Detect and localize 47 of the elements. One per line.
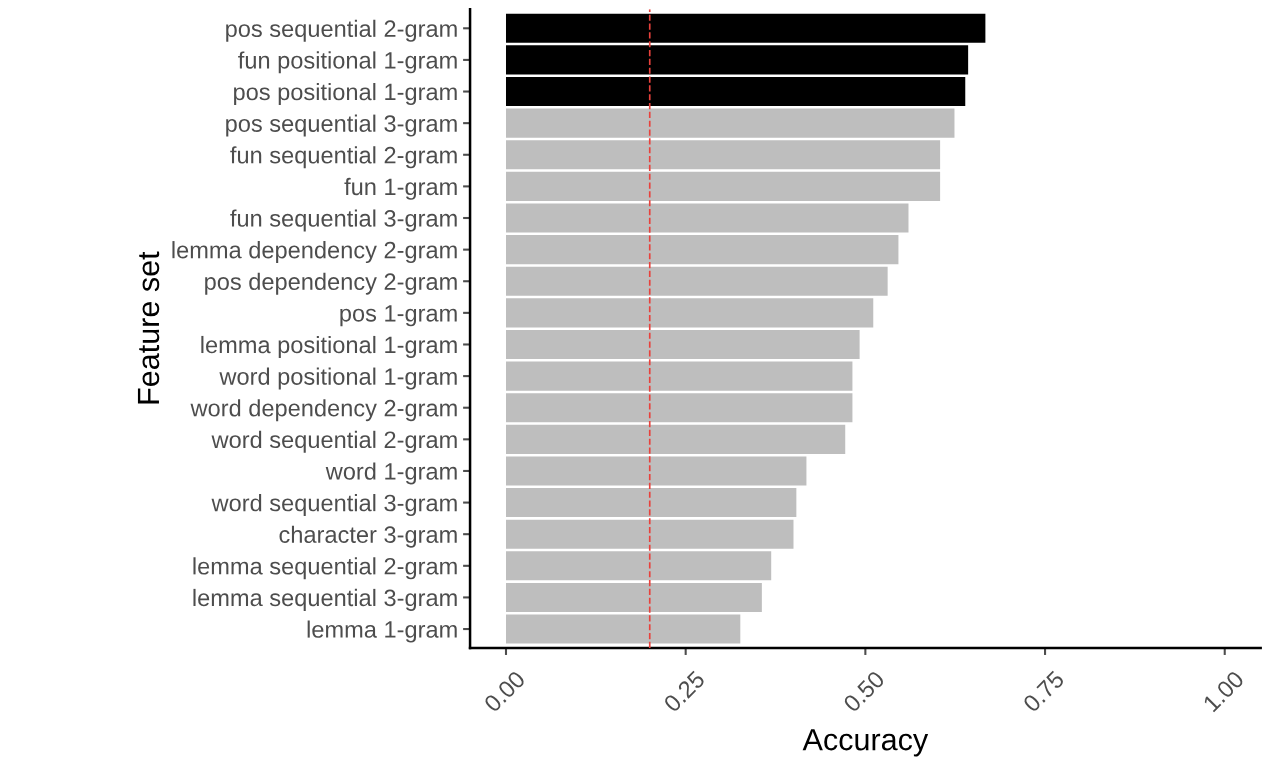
bar [505,361,853,391]
y-tick-label: fun sequential 2-gram [230,146,457,169]
x-tick-label: 0.50 [842,669,886,713]
y-tick-label: pos sequential 3-gram [226,114,457,137]
y-tick-label: word 1-gram [325,462,457,485]
y-tick-label: lemma sequential 3-gram [193,588,457,611]
y-axis-title: Feature set [137,251,160,404]
bar [505,329,860,360]
bar [505,266,888,296]
y-tick-label: character 3-gram [279,525,457,548]
bar [505,424,846,454]
y-tick-label: lemma sequential 2-gram [193,557,457,580]
bar [505,203,909,233]
bar [505,519,794,549]
y-tick-label: fun positional 1-gram [238,51,457,74]
bar [505,614,741,644]
y-tick-label: lemma dependency 2-gram [172,241,457,264]
y-tick-label: word sequential 2-gram [211,430,457,453]
y-tick-label: lemma 1-gram [307,620,457,643]
bar [505,298,874,328]
y-tick-label: word dependency 2-gram [190,399,457,422]
bar [505,393,853,423]
bar [505,108,955,138]
x-tick-label: 1.00 [1202,669,1245,713]
y-tick-label: pos 1-gram [340,305,457,327]
bar [505,456,807,486]
x-axis-title: Accuracy [802,729,929,757]
bar [505,140,941,170]
y-tick-label: fun sequential 3-gram [230,209,457,232]
y-tick-label: word positional 1-gram [219,367,457,390]
y-tick-label: pos positional 1-gram [234,82,457,105]
y-tick-label: lemma positional 1-gram [201,335,457,358]
y-tick-label: pos dependency 2-gram [205,272,457,295]
y-tick-label: fun 1-gram [344,177,457,200]
bar [505,13,986,43]
bar [505,488,797,518]
y-tick-label: pos sequential 2-gram [226,19,457,42]
bar [505,45,969,75]
bar [505,235,899,265]
y-tick-label: word sequential 3-gram [211,494,457,517]
x-tick-label: 0.75 [1022,669,1066,713]
bar [505,551,772,581]
bar [505,76,966,107]
bar [505,582,762,612]
x-tick-label: 0.25 [662,669,706,713]
x-tick-label: 0.00 [483,669,527,713]
bar [505,171,941,201]
